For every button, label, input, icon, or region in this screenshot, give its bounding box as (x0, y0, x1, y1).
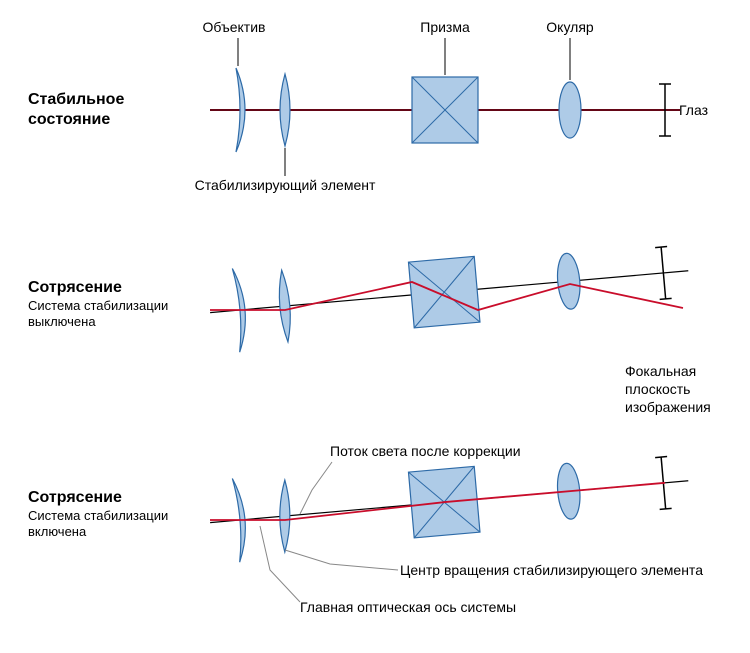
label-prism: Призма (420, 19, 470, 35)
row2-sub-a: Система стабилизации (28, 298, 168, 313)
label-focal-1: Фокальная (625, 363, 696, 379)
label-objective: Объектив (203, 19, 266, 35)
row-shake-on: Сотрясение Система стабилизациивключена По… (28, 439, 703, 615)
label-rot-center: Центр вращения стабилизирующего элемента (400, 562, 703, 578)
row1-title-a: Стабильное (28, 91, 124, 108)
row2-sub-b: выключена (28, 314, 96, 329)
label-main-axis: Главная оптическая ось системы (300, 599, 516, 615)
label-eye: Глаз (679, 102, 708, 118)
row3-title: Сотрясение (28, 489, 122, 506)
label-focal-2: плоскость (625, 381, 690, 397)
row-stable: Объектив Призма Окуляр Глаз Стабилизирующий … (28, 19, 708, 193)
row3-sub-a: Система стабилизации (28, 508, 168, 523)
row1-title-b: состояние (28, 111, 110, 128)
row2-title: Сотрясение (28, 279, 122, 296)
row3-sub-b: включена (28, 524, 87, 539)
label-eyepiece: Окуляр (546, 19, 594, 35)
label-stabilizer: Стабилизирующий элемент (195, 177, 376, 193)
row-shake-off: Сотрясение Система стабилизациивыключена Ф… (28, 229, 711, 415)
label-focal-3: изображения (625, 399, 711, 415)
label-light-corr: Поток света после коррекции (330, 443, 521, 459)
